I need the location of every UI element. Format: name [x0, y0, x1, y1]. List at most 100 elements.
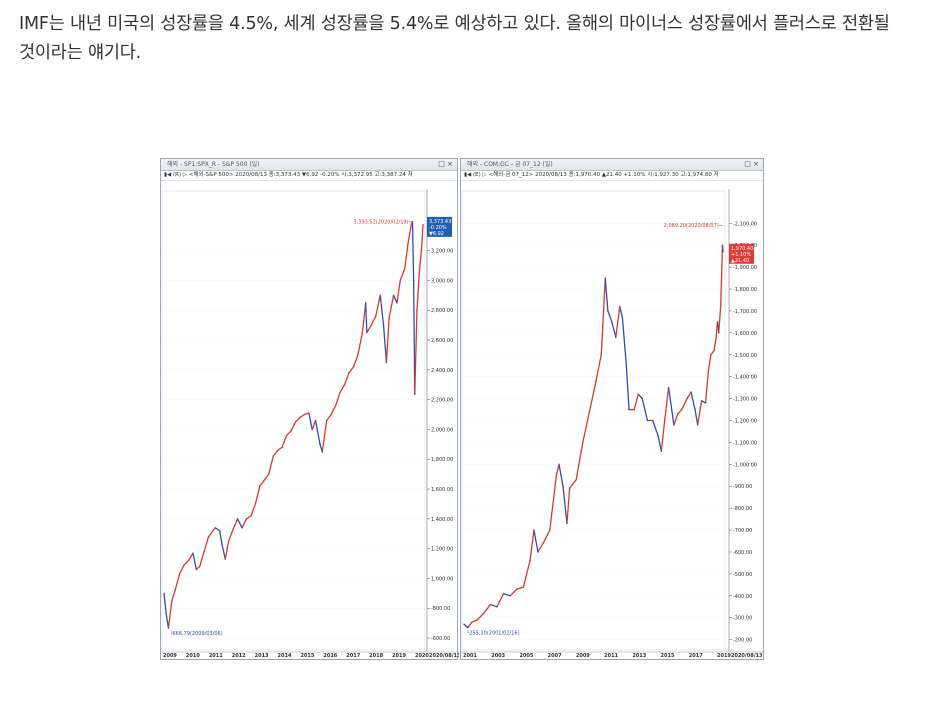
x-tick-label: 2013	[632, 653, 646, 659]
window-buttons[interactable]: □ ×	[438, 160, 453, 168]
price-point	[628, 408, 630, 411]
x-tick-label: 2020	[415, 653, 429, 659]
price-point	[652, 419, 654, 422]
sp500-chart-svg: -600.00 -800.00 1,000.00 1,200.00 1,400.00 1,…	[161, 189, 459, 659]
window-buttons[interactable]: □ ×	[744, 160, 759, 168]
y-tick-label: -1,000.00	[733, 462, 757, 468]
price-segment	[236, 518, 243, 529]
price-point	[183, 564, 185, 566]
price-point	[619, 305, 621, 308]
price-segment	[721, 244, 724, 253]
x-tick-label: 2017	[689, 653, 703, 659]
price-segment	[361, 302, 367, 334]
price-segment	[625, 365, 630, 411]
price-point	[365, 302, 367, 304]
x-tick-label: 2017	[346, 653, 360, 659]
y-tick-label: -300.00	[733, 616, 752, 622]
x-tick-label: 2014	[278, 653, 292, 659]
price-point	[370, 324, 372, 326]
price-segment	[330, 404, 337, 416]
price-segment	[396, 279, 401, 304]
low-annotation: └666.79(2009/03/06)	[169, 630, 222, 637]
y-tick-label: -1,500.00	[733, 353, 757, 359]
price-point	[411, 221, 414, 223]
price-point	[704, 402, 707, 404]
price-segment	[171, 589, 176, 602]
price-point	[311, 428, 313, 431]
price-point	[245, 518, 248, 520]
price-segment	[268, 455, 274, 475]
price-segment	[263, 473, 270, 481]
price-point	[272, 455, 274, 457]
y-tick-label: -800.00	[431, 606, 450, 612]
price-point	[720, 303, 722, 306]
price-segment	[352, 354, 359, 368]
price-point	[192, 552, 194, 554]
price-segment	[294, 416, 301, 423]
price-point	[686, 397, 688, 400]
price-segment	[713, 336, 717, 352]
price-segment	[187, 552, 194, 562]
price-segment	[555, 463, 560, 476]
price-point	[326, 419, 328, 422]
price-segment	[704, 371, 709, 404]
price-point	[604, 277, 606, 279]
price-point	[522, 586, 525, 588]
price-point	[529, 560, 531, 562]
price-point	[496, 606, 498, 608]
price-point	[710, 354, 712, 356]
price-segment	[416, 272, 420, 311]
price-point	[414, 393, 416, 395]
price-point	[407, 242, 409, 244]
price-segment	[314, 419, 321, 445]
price-segment	[343, 372, 350, 386]
price-segment	[595, 354, 602, 382]
price-point	[566, 522, 568, 525]
price-segment	[604, 277, 609, 312]
price-segment	[392, 294, 398, 304]
price-segment	[575, 441, 584, 481]
price-segment	[379, 294, 385, 326]
price-segment	[250, 503, 257, 517]
price-point	[716, 321, 719, 323]
price-segment	[382, 324, 388, 364]
price-segment	[272, 449, 279, 457]
x-tick-label: 2012	[232, 653, 246, 659]
price-segment	[299, 413, 306, 419]
y-tick-label: -600.00	[733, 550, 752, 556]
price-point	[219, 530, 221, 532]
article-paragraph: IMF는 내년 미국의 성장률을 4.5%, 세계 성장률을 5.4%로 예상하…	[19, 14, 890, 63]
price-point	[174, 589, 176, 592]
y-tick-label: -1,800.00	[733, 287, 757, 293]
price-segment	[334, 391, 341, 407]
price-segment	[720, 244, 724, 306]
price-point	[663, 419, 666, 422]
price-segment	[600, 277, 606, 356]
price-segment	[326, 413, 332, 422]
price-segment	[588, 380, 597, 413]
price-point	[673, 424, 675, 426]
gold-chart-panel: 해외 - COM:GC - 금 07_12 (일) □ × ▮◀ (E) ▷ <…	[460, 158, 765, 660]
x-tick-label: 2015	[300, 653, 314, 659]
price-segment	[404, 242, 409, 270]
price-point	[195, 568, 198, 571]
price-point	[281, 446, 283, 449]
price-point	[343, 384, 346, 386]
price-segment	[700, 400, 707, 404]
price-point	[357, 354, 359, 356]
price-segment	[183, 559, 190, 566]
price-segment	[285, 430, 292, 437]
x-tick-label: 2005	[519, 653, 533, 659]
price-point	[399, 279, 401, 282]
price-segment	[681, 397, 688, 411]
price-segment	[566, 487, 571, 525]
price-point	[334, 404, 337, 407]
price-segment	[641, 397, 649, 422]
y-tick-label: 2,800.00	[431, 308, 453, 314]
chart-window-title: 해외 - SP1:SPX_R - S&P 500 (일)	[161, 159, 457, 171]
x-tick-label: 2003	[491, 653, 505, 659]
price-point	[382, 324, 385, 326]
price-segment	[471, 619, 478, 623]
price-segment	[686, 391, 692, 400]
price-segment	[199, 550, 205, 568]
